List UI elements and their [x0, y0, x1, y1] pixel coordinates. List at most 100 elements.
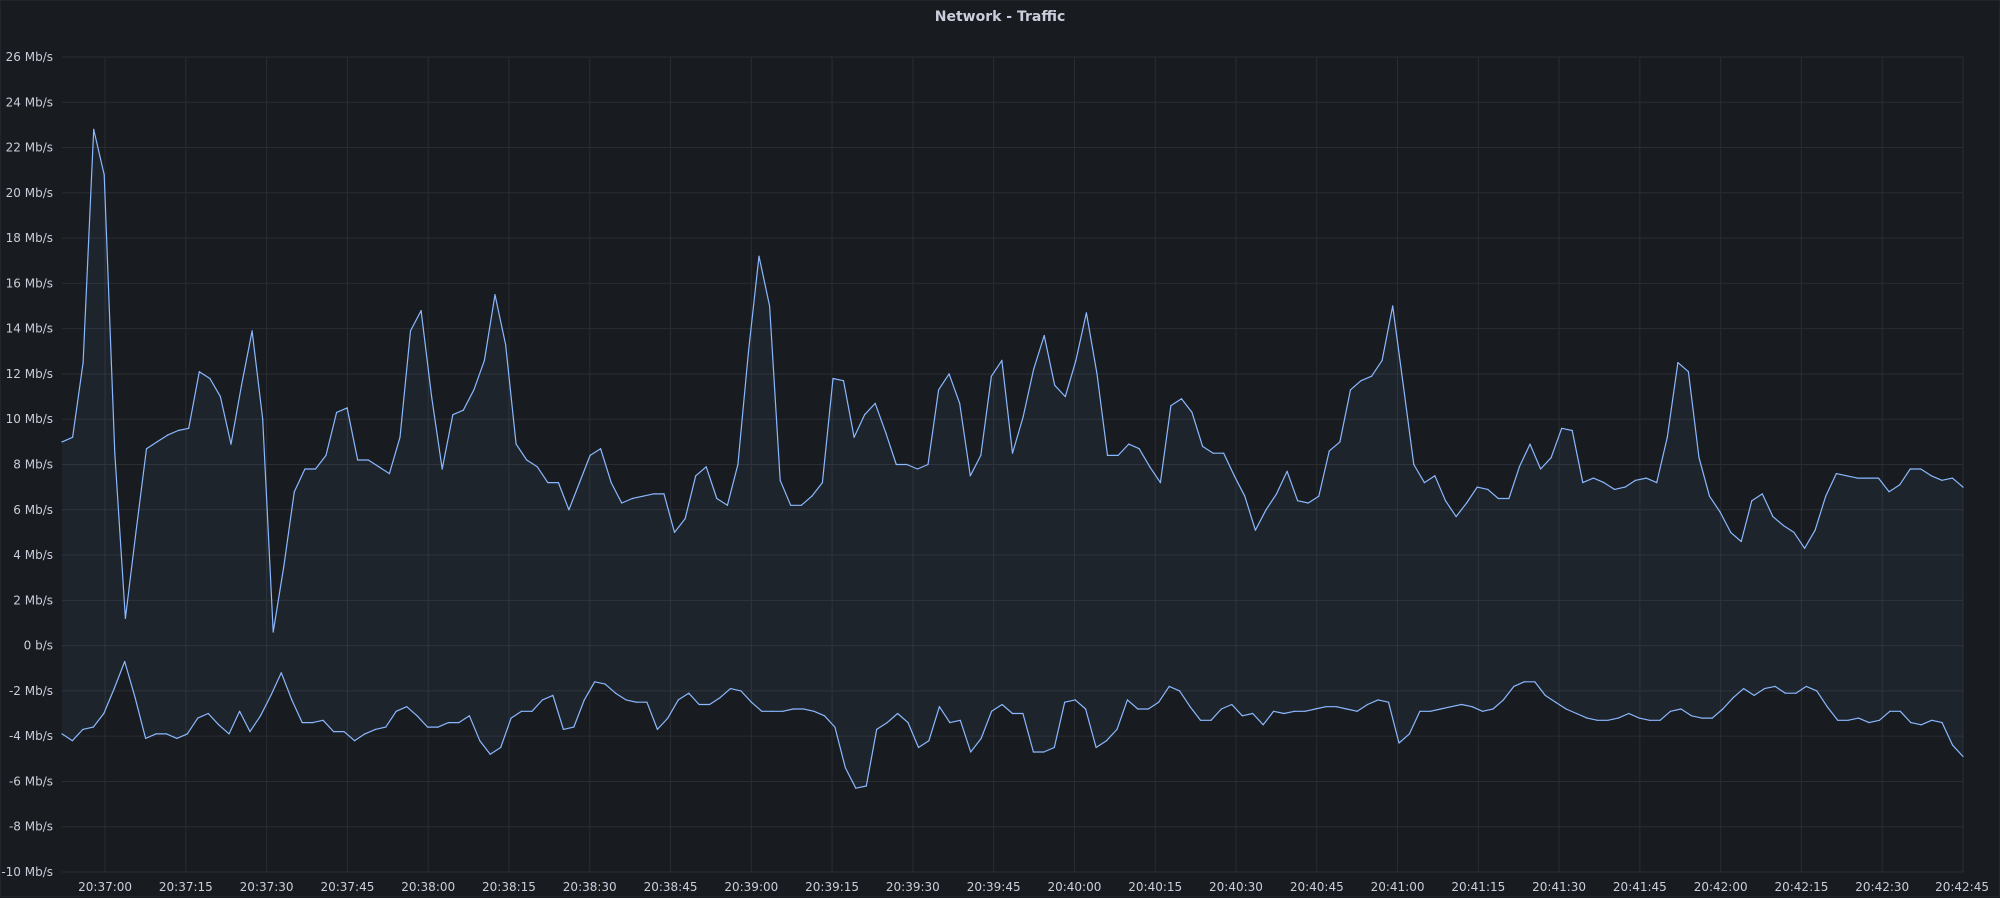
x-tick-label: 20:39:30 [886, 880, 940, 894]
y-tick-label: 18 Mb/s [6, 231, 53, 245]
series-0-point [842, 380, 845, 382]
series-1-point [761, 710, 763, 712]
series-1-point [1471, 706, 1473, 708]
series-0-point [145, 448, 148, 450]
series-1-point [1325, 706, 1327, 708]
series-0-point [705, 466, 707, 468]
y-tick-label: -4 Mb/s [9, 729, 53, 743]
series-1-point [395, 710, 397, 712]
series-0-point [1381, 359, 1383, 361]
series-0-point [251, 330, 253, 332]
x-tick-label: 20:41:15 [1451, 880, 1505, 894]
series-0-point [336, 411, 338, 413]
series-1-point [385, 726, 387, 728]
series-1-point [573, 726, 575, 728]
series-0-point [1402, 384, 1404, 386]
series-0-point [1254, 529, 1256, 531]
series-1-point [1074, 699, 1076, 701]
series-1-point [635, 701, 638, 703]
series-1-point [834, 726, 836, 728]
series-0-point [1941, 479, 1943, 481]
series-1-point [416, 715, 418, 717]
series-0-point [198, 371, 200, 373]
series-1-point [1690, 715, 1692, 717]
x-tick-label: 20:40:00 [1047, 880, 1101, 894]
series-0-point [1561, 427, 1563, 429]
series-0-point [473, 389, 475, 391]
series-1-point [1179, 690, 1181, 692]
series-0-point [1054, 384, 1056, 386]
series-0-point [790, 504, 792, 506]
series-1-point [1210, 719, 1212, 721]
series-0-point [769, 305, 771, 307]
series-0-point [737, 463, 739, 466]
series-0-point [779, 479, 781, 481]
series-0-point [1349, 389, 1352, 391]
series-0-point [1212, 452, 1214, 454]
series-1-point [1743, 688, 1745, 690]
series-1-point [1022, 712, 1024, 715]
series-0-point [262, 418, 264, 420]
series-1-point [176, 737, 178, 740]
series-0-point [1814, 529, 1816, 531]
y-tick-label: 10 Mb/s [6, 412, 53, 426]
series-1-point [1408, 733, 1410, 735]
series-0-point [1529, 443, 1531, 445]
series-1-point [374, 728, 376, 731]
series-0-point [1550, 457, 1552, 459]
series-0-point [959, 402, 961, 404]
series-1-point [907, 722, 909, 724]
x-tick-label: 20:37:00 [78, 880, 132, 894]
series-0-point [314, 468, 317, 470]
series-1-point [886, 722, 888, 724]
series-0-point [103, 174, 105, 176]
series-0-area [62, 129, 1963, 646]
series-1-point [479, 740, 481, 742]
series-0-point [663, 493, 665, 495]
series-0-point [367, 459, 369, 461]
series-0-point [293, 491, 295, 493]
series-1-point [562, 728, 565, 731]
series-0-point [1191, 411, 1193, 413]
series-0-point [1117, 454, 1119, 456]
x-tick-label: 20:41:45 [1613, 880, 1667, 894]
series-0-point [695, 475, 697, 477]
series-1-point [1231, 703, 1233, 706]
series-1-point [1784, 692, 1786, 694]
series-1-point [322, 719, 324, 721]
series-0-point [1730, 531, 1732, 534]
series-1-point [239, 710, 241, 712]
series-1-point [1763, 688, 1766, 690]
series-1-point [1502, 699, 1504, 701]
series-1-point [1774, 685, 1776, 688]
x-tick-label: 20:38:30 [563, 880, 617, 894]
series-0-point [1064, 396, 1066, 398]
series-0-point [600, 448, 602, 450]
series-0-point [1033, 368, 1035, 370]
series-0-point [864, 414, 866, 416]
series-1-point [531, 710, 533, 712]
series-1-point [1199, 719, 1202, 721]
series-0-point [1444, 500, 1447, 502]
series-1-point [1283, 712, 1285, 715]
series-1-point [1732, 697, 1734, 699]
series-layer [61, 128, 1964, 789]
panel-title[interactable]: Network - Traffic [934, 9, 1066, 25]
series-1-point [228, 733, 230, 735]
series-0-point [1592, 477, 1594, 479]
series-1-point [1617, 717, 1619, 719]
series-1-point [1011, 712, 1014, 715]
series-0-point [800, 504, 802, 506]
series-0-point [346, 407, 348, 409]
series-0-point [821, 482, 824, 484]
series-1-point [1837, 719, 1839, 721]
series-0-point [1856, 477, 1858, 479]
series-1-point [510, 717, 512, 719]
series-0-point [1476, 486, 1478, 488]
series-1-point [1596, 719, 1598, 721]
series-1-point [458, 722, 460, 724]
series-0-point [1645, 477, 1647, 479]
series-1-point [583, 699, 585, 701]
series-0-point [1751, 500, 1753, 502]
series-0-point [853, 436, 855, 438]
